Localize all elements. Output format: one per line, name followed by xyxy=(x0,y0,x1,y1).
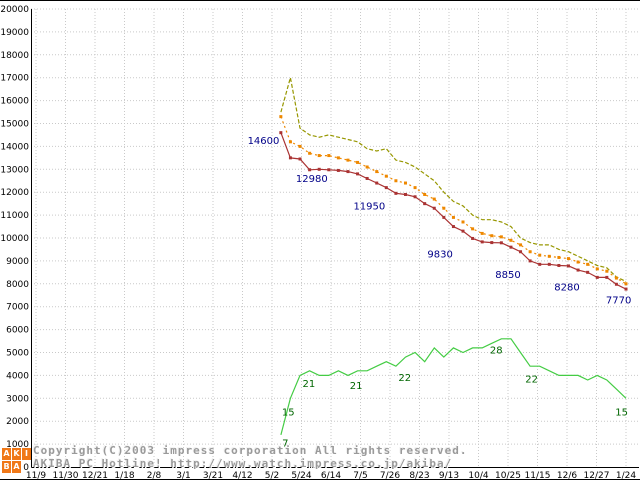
logo-letter: K xyxy=(12,448,21,460)
svg-text:15000: 15000 xyxy=(0,120,29,130)
svg-text:5/24: 5/24 xyxy=(291,471,311,479)
svg-text:1/24: 1/24 xyxy=(616,471,636,479)
y-axis-labels: 0 1000 2000 3000 4000 5000 6000 7000 8000 9000 100… xyxy=(0,5,29,473)
svg-text:12/6: 12/6 xyxy=(557,471,577,479)
svg-text:10/25: 10/25 xyxy=(495,471,521,479)
series-lowest-price xyxy=(279,131,628,291)
svg-text:11950: 11950 xyxy=(353,201,385,212)
svg-text:0: 0 xyxy=(23,463,29,473)
svg-text:15: 15 xyxy=(615,407,628,418)
logo-letter: B xyxy=(2,461,11,473)
svg-text:6000: 6000 xyxy=(6,326,29,336)
svg-text:20000: 20000 xyxy=(0,5,29,15)
svg-text:1000: 1000 xyxy=(6,440,29,450)
svg-text:12980: 12980 xyxy=(296,174,328,185)
svg-text:11/9: 11/9 xyxy=(26,471,46,479)
svg-text:28: 28 xyxy=(490,346,503,357)
svg-text:17000: 17000 xyxy=(0,74,29,84)
svg-text:14000: 14000 xyxy=(0,142,29,152)
svg-text:3/21: 3/21 xyxy=(203,471,223,479)
logo-letter: I xyxy=(22,448,31,460)
logo-letter: A xyxy=(2,448,11,460)
svg-text:8000: 8000 xyxy=(6,280,29,290)
logo-letter: A xyxy=(12,461,21,473)
svg-text:21: 21 xyxy=(303,379,316,390)
svg-text:3000: 3000 xyxy=(6,394,29,404)
svg-text:11/15: 11/15 xyxy=(525,471,551,479)
svg-text:3/1: 3/1 xyxy=(176,471,190,479)
svg-text:7/26: 7/26 xyxy=(380,471,400,479)
svg-text:8280: 8280 xyxy=(554,283,579,294)
x-axis-labels: 11/9 11/30 12/21 1/18 2/8 3/1 3/21 4/12 5/2 5/24 6… xyxy=(26,471,636,479)
svg-text:12/21: 12/21 xyxy=(82,471,108,479)
svg-text:9830: 9830 xyxy=(427,249,452,260)
svg-text:16000: 16000 xyxy=(0,97,29,107)
axes xyxy=(31,9,639,468)
svg-text:21: 21 xyxy=(350,381,363,392)
svg-text:5000: 5000 xyxy=(6,349,29,359)
svg-text:8/23: 8/23 xyxy=(409,471,429,479)
series-average-price xyxy=(279,115,628,286)
svg-text:9000: 9000 xyxy=(6,257,29,267)
svg-text:22: 22 xyxy=(398,373,411,384)
svg-text:6/14: 6/14 xyxy=(321,471,341,479)
svg-text:19000: 19000 xyxy=(0,28,29,38)
svg-text:5/2: 5/2 xyxy=(265,471,279,479)
svg-text:4/12: 4/12 xyxy=(232,471,252,479)
svg-text:1/18: 1/18 xyxy=(114,471,134,479)
svg-text:2/8: 2/8 xyxy=(147,471,162,479)
svg-text:10000: 10000 xyxy=(0,234,29,244)
series-shop-count xyxy=(280,338,627,436)
svg-text:9/13: 9/13 xyxy=(439,471,459,479)
svg-text:22: 22 xyxy=(525,374,538,385)
svg-text:7000: 7000 xyxy=(6,303,29,313)
copyright-line1: Copyright(C)2003 impress corporation All… xyxy=(33,444,468,457)
svg-text:15: 15 xyxy=(282,407,295,418)
svg-text:11/30: 11/30 xyxy=(53,471,79,479)
gridlines xyxy=(31,8,639,467)
svg-text:10/4: 10/4 xyxy=(468,471,488,479)
svg-text:8850: 8850 xyxy=(495,270,520,281)
svg-text:7: 7 xyxy=(282,438,288,449)
svg-text:18000: 18000 xyxy=(0,51,29,61)
point-labels: 14600 12980 11950 9830 8850 8280 7770 7 15 21 21 22… xyxy=(248,136,632,449)
svg-text:2000: 2000 xyxy=(6,417,29,427)
copyright-line2: AKIBA PC Hotline! http://www.watch.impre… xyxy=(33,457,453,470)
svg-text:14600: 14600 xyxy=(248,136,280,147)
svg-text:13000: 13000 xyxy=(0,165,29,175)
svg-text:11000: 11000 xyxy=(0,211,29,221)
svg-text:7770: 7770 xyxy=(606,295,631,306)
series-highest-price xyxy=(280,77,627,283)
svg-text:4000: 4000 xyxy=(6,371,29,381)
svg-text:7/5: 7/5 xyxy=(353,471,367,479)
svg-text:12000: 12000 xyxy=(0,188,29,198)
svg-text:12/27: 12/27 xyxy=(584,471,610,479)
